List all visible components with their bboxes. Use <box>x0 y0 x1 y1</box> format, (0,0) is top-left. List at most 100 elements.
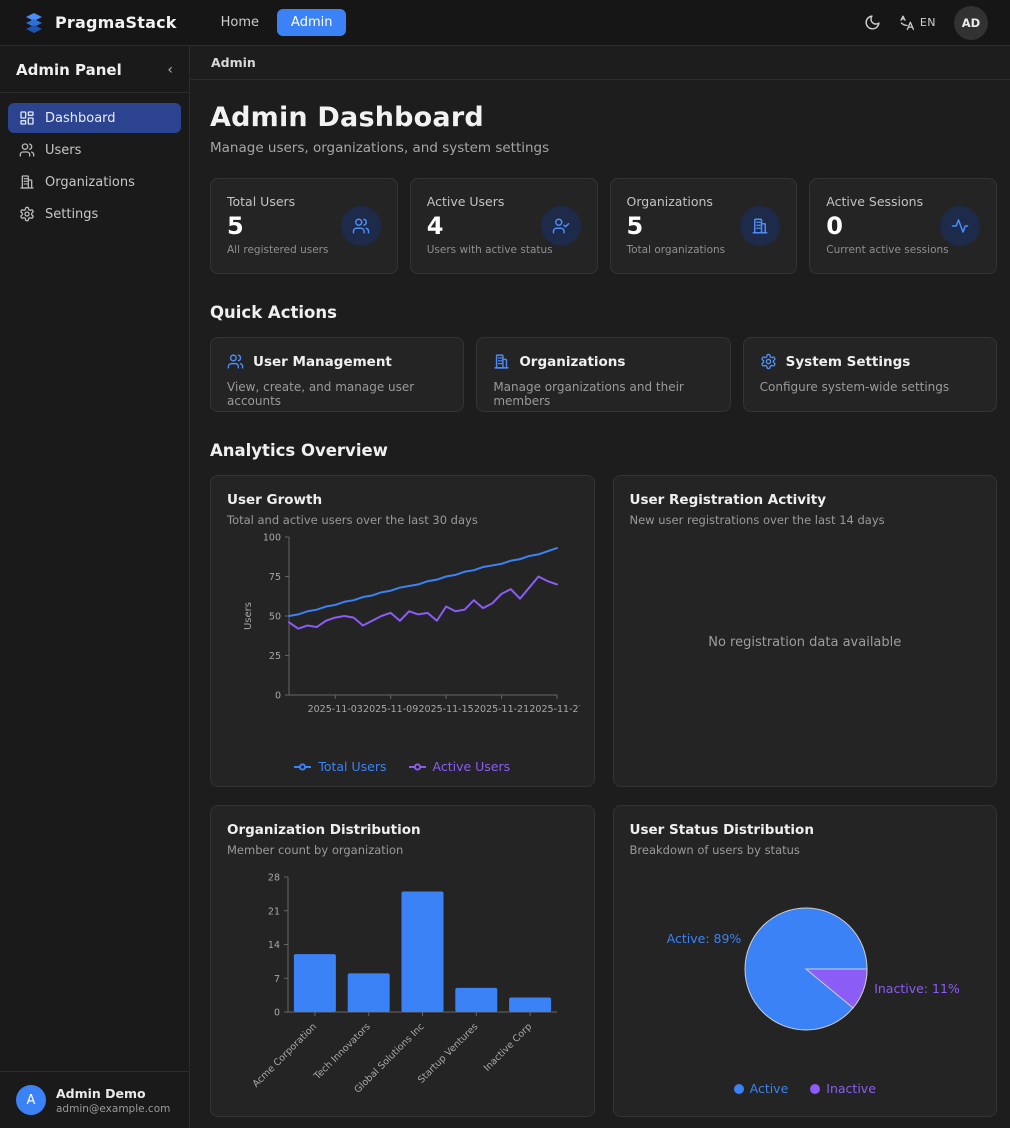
svg-text:7: 7 <box>274 974 280 985</box>
nav-admin[interactable]: Admin <box>277 9 347 36</box>
sidebar: Admin Panel ‹ Dashboard Users <box>0 46 190 1128</box>
svg-text:50: 50 <box>269 612 281 623</box>
stat-caption: Users with active status <box>426 244 553 256</box>
users-icon <box>19 142 35 158</box>
user-status-card: User Status Distribution Breakdown of us… <box>612 805 997 1117</box>
building-icon <box>740 206 781 246</box>
quick-actions-grid: User Management View, create, and manage… <box>210 337 997 412</box>
sidebar-user-meta: Admin Demo admin@example.com <box>56 1086 170 1115</box>
sidebar-collapse-button[interactable]: ‹ <box>167 62 173 78</box>
user-initial-avatar: A <box>16 1085 46 1115</box>
registration-empty-state: No registration data available <box>630 527 981 757</box>
user-avatar[interactable]: AD <box>954 5 988 40</box>
svg-text:Inactive: 11%: Inactive: 11% <box>874 981 960 996</box>
chart-subtitle: Breakdown of users by status <box>629 843 800 857</box>
sidebar-item-users[interactable]: Users <box>8 135 181 165</box>
svg-text:Inactive Corp: Inactive Corp <box>482 1021 534 1073</box>
quick-action-organizations[interactable]: Organizations Manage organizations and t… <box>476 337 731 412</box>
sidebar-item-organizations[interactable]: Organizations <box>8 167 181 197</box>
stat-label: Active Users <box>426 194 505 209</box>
legend-item[interactable]: Inactive <box>810 1081 876 1096</box>
stat-caption: Total organizations <box>626 244 726 256</box>
chart-subtitle: New user registrations over the last 14 … <box>629 513 885 527</box>
building-icon <box>493 353 510 370</box>
quick-action-user-management[interactable]: User Management View, create, and manage… <box>210 337 465 412</box>
sidebar-item-label: Users <box>45 142 82 158</box>
topbar-actions: EN AD <box>864 5 988 40</box>
quick-action-description: View, create, and manage user accounts <box>227 380 415 408</box>
charts-grid: User Growth Total and active users over … <box>210 475 997 1117</box>
stat-value: 0 <box>826 212 843 240</box>
user-status-pie-chart: Active: 89% Inactive: 11% <box>666 907 960 1031</box>
users-icon <box>340 206 381 246</box>
topbar: PragmaStack Home Admin EN AD <box>0 0 1010 46</box>
quick-action-system-settings[interactable]: System Settings Configure system-wide se… <box>742 337 997 412</box>
top-navigation: Home Admin <box>213 9 347 36</box>
legend-item[interactable]: Active <box>733 1081 788 1096</box>
svg-text:21: 21 <box>268 906 280 917</box>
quick-action-title: System Settings <box>785 353 911 370</box>
organization-distribution-card: Organization Distribution Member count b… <box>210 805 595 1117</box>
chart-subtitle: Member count by organization <box>227 843 404 857</box>
legend-item[interactable]: Active Users <box>408 759 510 774</box>
page-title: Admin Dashboard <box>210 102 484 133</box>
user-check-icon <box>540 206 581 246</box>
logo-stack-icon <box>22 11 46 35</box>
svg-text:2025-11-21: 2025-11-21 <box>474 704 529 715</box>
brand-name: PragmaStack <box>55 13 177 32</box>
user-growth-legend[interactable]: Total Users Active Users <box>227 759 578 774</box>
stat-card-active-users: Active Users 4 Users with active status <box>409 178 598 274</box>
stat-value: 4 <box>426 212 444 240</box>
breadcrumb-bar: Admin <box>190 46 1010 80</box>
quick-action-title: User Management <box>253 353 392 370</box>
chart-title: User Status Distribution <box>629 822 814 838</box>
empty-state-text: No registration data available <box>708 634 902 650</box>
chart-title: User Registration Activity <box>629 492 827 508</box>
language-selector[interactable]: EN <box>899 15 936 31</box>
svg-text:25: 25 <box>269 651 281 662</box>
svg-text:Active: 89%: Active: 89% <box>666 931 741 946</box>
svg-text:0: 0 <box>275 691 281 702</box>
legend-item[interactable]: Total Users <box>294 759 387 774</box>
sidebar-header: Admin Panel ‹ <box>0 46 189 93</box>
stat-label: Organizations <box>626 194 713 209</box>
stat-value: 5 <box>227 212 244 240</box>
stat-card-total-users: Total Users 5 All registered users <box>210 178 398 274</box>
svg-text:0: 0 <box>274 1008 280 1019</box>
language-code: EN <box>919 16 936 29</box>
sidebar-item-label: Settings <box>45 206 99 222</box>
sidebar-nav: Dashboard Users Organizations <box>0 93 189 239</box>
svg-text:Tech Innovators: Tech Innovators <box>311 1021 372 1082</box>
quick-action-description: Manage organizations and their members <box>493 380 684 408</box>
sidebar-user[interactable]: A Admin Demo admin@example.com <box>0 1071 189 1128</box>
sidebar-user-email: admin@example.com <box>56 1102 171 1115</box>
translate-icon <box>899 15 915 31</box>
sidebar-item-dashboard[interactable]: Dashboard <box>8 103 181 133</box>
sidebar-title: Admin Panel <box>16 61 122 79</box>
gear-icon <box>19 206 35 222</box>
breadcrumb[interactable]: Admin <box>211 55 256 70</box>
analytics-heading: Analytics Overview <box>210 441 388 460</box>
svg-text:28: 28 <box>268 873 280 884</box>
sidebar-spacer <box>0 239 189 1071</box>
svg-text:14: 14 <box>268 940 280 951</box>
svg-text:Acme Corporation: Acme Corporation <box>251 1021 319 1089</box>
quick-action-description: Configure system-wide settings <box>759 380 950 394</box>
sidebar-item-label: Organizations <box>45 174 135 190</box>
user-growth-line-chart: 0 25 50 75 100 2025-11-03 2025-11-09 2025-11-15… <box>243 533 585 716</box>
brand[interactable]: PragmaStack <box>22 11 177 35</box>
chart-subtitle: Total and active users over the last 30 … <box>227 513 478 527</box>
svg-text:2025-11-03: 2025-11-03 <box>308 704 363 715</box>
sidebar-item-settings[interactable]: Settings <box>8 199 181 229</box>
registration-activity-card: User Registration Activity New user regi… <box>612 475 997 787</box>
nav-home[interactable]: Home <box>213 9 267 36</box>
dark-mode-toggle[interactable] <box>864 14 881 31</box>
stat-label: Total Users <box>227 194 296 209</box>
stat-value: 5 <box>626 212 644 240</box>
svg-text:2025-11-09: 2025-11-09 <box>363 704 418 715</box>
quick-actions-heading: Quick Actions <box>210 303 337 322</box>
moon-icon <box>864 14 881 31</box>
sidebar-user-name: Admin Demo <box>56 1085 146 1101</box>
user-status-legend[interactable]: Active Inactive <box>630 1081 981 1096</box>
